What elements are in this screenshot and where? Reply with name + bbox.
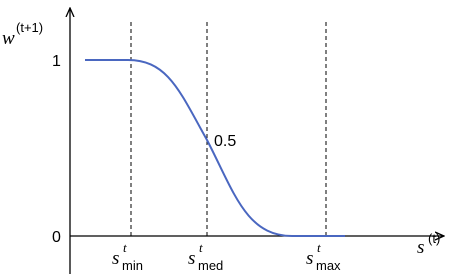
- y-axis-label: w: [2, 28, 15, 49]
- marker-sup: t: [317, 240, 321, 255]
- y-tick-label: 1: [52, 53, 61, 70]
- marker-sub: max: [316, 258, 341, 273]
- annotation: 0.5: [214, 133, 236, 150]
- marker-base: s: [188, 248, 195, 269]
- curve: [85, 59, 345, 237]
- marker-sup: t: [123, 240, 127, 255]
- marker-sub: min: [122, 258, 143, 273]
- x-axis-label-sup: (t): [428, 231, 440, 246]
- marker-sup: t: [199, 240, 203, 255]
- marker-sub: med: [198, 258, 223, 273]
- y-axis-label-sup: (t+1): [16, 20, 43, 35]
- x-axis-label: s: [417, 237, 424, 258]
- marker-base: s: [306, 248, 313, 269]
- marker-base: s: [112, 248, 119, 269]
- y-tick-label: 0: [52, 229, 61, 246]
